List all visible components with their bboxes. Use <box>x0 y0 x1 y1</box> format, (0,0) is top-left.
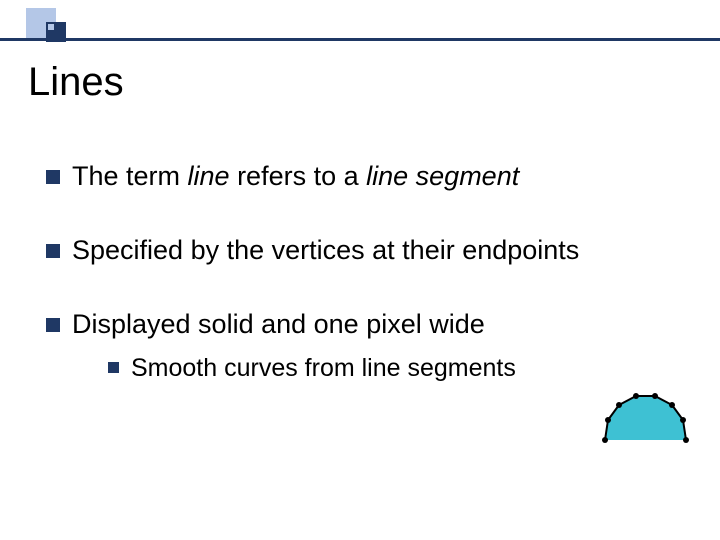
bullet-text: Specified by the vertices at their endpo… <box>72 235 579 265</box>
bullet-text: Displayed solid and one pixel wide <box>72 309 485 339</box>
slide: Lines The term line refers to a line seg… <box>0 0 720 540</box>
header-decor <box>0 0 720 52</box>
curve-diagram <box>590 390 700 500</box>
bullet-text: Smooth curves from line segments <box>131 353 516 384</box>
bullet-item: Specified by the vertices at their endpo… <box>46 234 686 268</box>
bullet-square-icon <box>46 170 60 184</box>
bullet-item: The term line refers to a line segment <box>46 160 686 194</box>
bullet-text: The term line refers to a line segment <box>72 161 519 191</box>
bullet-list: The term line refers to a line segment Sp… <box>46 160 686 425</box>
bullet-item: Displayed solid and one pixel wide Smooth… <box>46 308 686 385</box>
bullet-square-icon <box>108 362 119 373</box>
slide-title: Lines <box>28 60 124 105</box>
sub-bullet-item: Smooth curves from line segments <box>108 353 516 384</box>
bullet-square-icon <box>46 318 60 332</box>
bullet-square-icon <box>46 244 60 258</box>
